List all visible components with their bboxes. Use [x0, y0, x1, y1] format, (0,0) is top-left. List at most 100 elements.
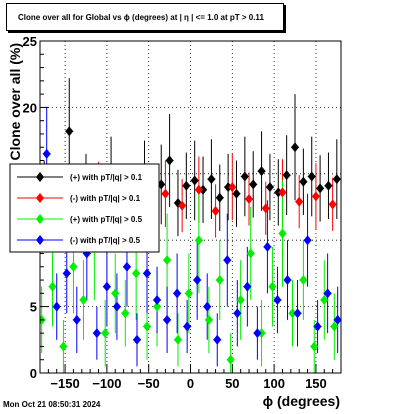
y-tick-label: 0 — [30, 366, 37, 381]
legend-marker — [36, 172, 44, 182]
data-point — [291, 142, 300, 153]
data-point — [183, 321, 192, 332]
data-point — [295, 196, 304, 207]
x-tick-label: 100 — [263, 376, 285, 391]
data-point — [278, 187, 287, 198]
data-point — [273, 294, 282, 305]
data-point — [112, 301, 121, 312]
legend: (+) with pT/|q| > 0.1 (-) with pT/|q| > 0… — [9, 163, 160, 253]
data-point — [307, 171, 316, 182]
data-point — [153, 294, 162, 305]
data-point — [224, 182, 233, 193]
data-point — [143, 321, 152, 332]
data-point — [161, 188, 170, 199]
data-point — [48, 281, 57, 292]
data-point — [228, 182, 237, 193]
data-point — [59, 341, 68, 352]
data-point — [265, 182, 274, 193]
timestamp-footer: Mon Oct 21 08:50:31 2024 — [3, 400, 101, 409]
data-point — [320, 294, 329, 305]
data-point — [261, 203, 270, 214]
data-point — [132, 268, 141, 279]
data-point — [240, 171, 249, 182]
data-point — [190, 175, 199, 186]
data-point — [121, 308, 130, 319]
y-tick-label: 20 — [23, 100, 37, 115]
data-point — [122, 261, 131, 272]
data-point — [263, 241, 272, 252]
data-point — [215, 275, 224, 286]
legend-entry: (+) with pT/|q| > 0.1 — [70, 173, 143, 182]
data-point — [207, 174, 216, 185]
legend-entry: (+) with pT/|q| > 0.5 — [70, 215, 143, 224]
data-point — [316, 183, 325, 194]
data-point — [204, 314, 213, 325]
data-point — [165, 155, 174, 166]
data-point — [332, 174, 341, 185]
data-point — [236, 294, 245, 305]
data-point — [213, 334, 222, 345]
data-point — [233, 308, 242, 319]
data-point — [268, 281, 277, 292]
legend-marker — [36, 235, 44, 245]
data-point — [333, 314, 341, 325]
data-point — [283, 275, 292, 286]
data-point — [293, 308, 302, 319]
data-point — [65, 126, 74, 137]
data-point — [102, 281, 111, 292]
data-point — [193, 275, 202, 286]
data-point — [232, 188, 241, 199]
legend-entry: (-) with pT/|q| > 0.1 — [70, 194, 141, 203]
data-point — [92, 328, 101, 339]
data-point — [215, 192, 224, 203]
data-point — [173, 334, 182, 345]
x-tick-label: −100 — [92, 376, 121, 391]
data-point — [194, 235, 203, 246]
data-point — [274, 187, 283, 198]
x-tick-label: 50 — [225, 376, 239, 391]
legend-marker — [36, 214, 44, 224]
data-point — [310, 341, 319, 352]
data-point — [178, 200, 187, 211]
data-point — [42, 148, 51, 159]
data-point — [226, 354, 235, 365]
data-point — [52, 301, 61, 312]
data-point — [303, 235, 312, 246]
x-tick-label: 150 — [305, 376, 327, 391]
data-point — [257, 166, 266, 177]
data-point — [288, 308, 297, 319]
y-axis-label: Clone over all (%) — [7, 43, 23, 160]
x-tick-label: −150 — [50, 376, 79, 391]
data-point — [143, 268, 152, 279]
legend-box — [9, 163, 160, 253]
data-point — [163, 314, 172, 325]
data-point — [246, 248, 255, 259]
data-point — [324, 180, 333, 191]
data-point — [323, 288, 332, 299]
data-point — [313, 321, 322, 332]
data-point — [299, 176, 308, 187]
legend-entry: (-) with pT/|q| > 0.5 — [70, 236, 141, 245]
data-point — [101, 328, 110, 339]
data-point — [62, 268, 71, 279]
data-point — [278, 228, 287, 239]
data-point — [328, 199, 337, 210]
data-point — [72, 314, 81, 325]
data-point — [111, 288, 120, 299]
y-tick-label: 5 — [30, 300, 37, 315]
data-point — [173, 288, 182, 299]
data-point — [223, 255, 232, 266]
data-point — [199, 184, 208, 195]
legend-marker — [36, 193, 44, 203]
data-point — [249, 179, 258, 190]
data-point — [184, 288, 193, 299]
chart-title: Clone over all for Global vs ϕ (degrees)… — [6, 3, 284, 31]
data-point — [257, 328, 266, 339]
data-point — [182, 180, 191, 191]
y-tick-label: 25 — [23, 34, 37, 49]
data-point — [243, 281, 252, 292]
data-point — [299, 275, 308, 286]
data-point — [153, 301, 162, 312]
data-point — [69, 261, 78, 272]
